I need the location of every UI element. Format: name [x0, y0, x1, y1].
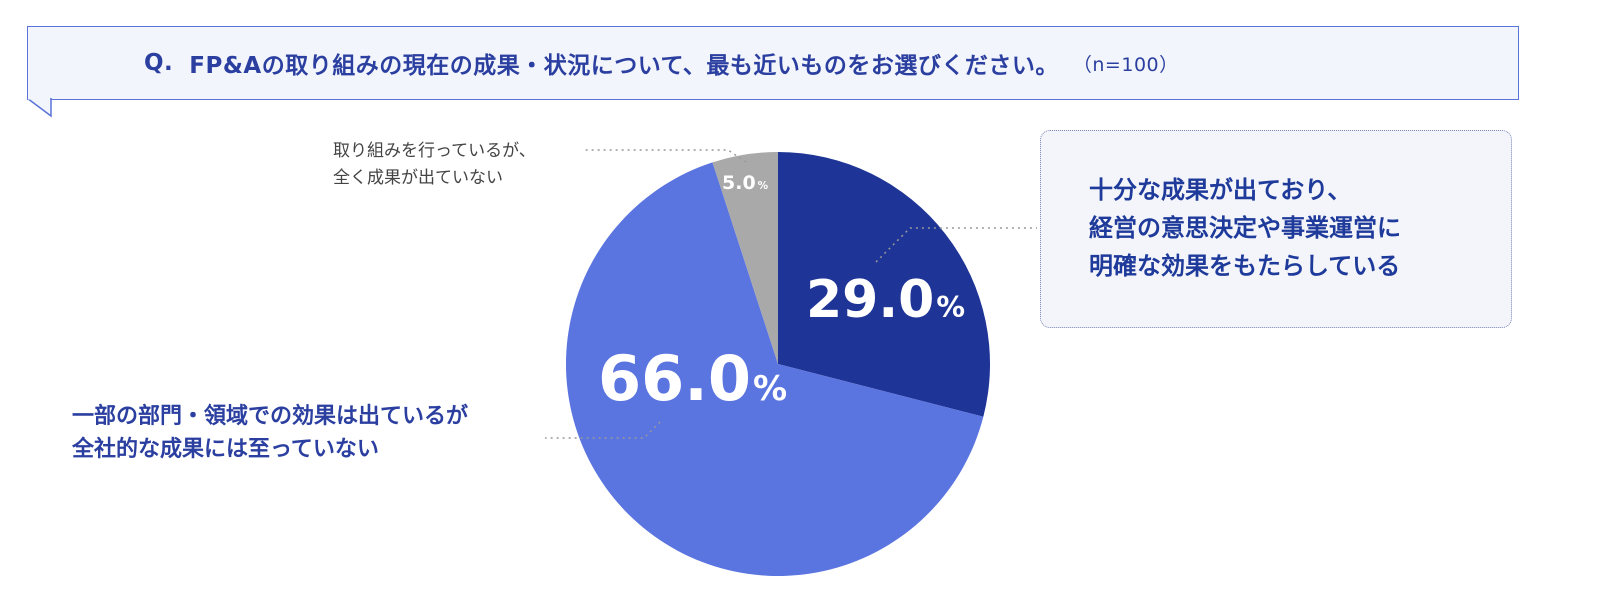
- label-no-results: 取り組みを行っているが、 全く成果が出ていない: [333, 138, 536, 192]
- label-partial-results: 一部の部門・領域での効果は出ているが 全社的な成果には至っていない: [72, 400, 468, 466]
- sample-size: （n=100）: [1072, 53, 1179, 76]
- leader-line-5: [585, 149, 747, 163]
- leader-line-66: [545, 421, 661, 439]
- question-box: Q. FP&Aの取り組みの現在の成果・状況について、最も近いものをお選びください…: [27, 26, 1519, 100]
- slice-label-66-unit: %: [752, 369, 788, 409]
- leader-lines: [545, 149, 1037, 439]
- speech-tail-icon: [27, 98, 52, 118]
- callout-text: 十分な成果が出ており、 経営の意思決定や事業運営に 明確な効果をもたらしている: [1089, 171, 1401, 285]
- pie-slices: [566, 152, 990, 576]
- leader-line-29: [875, 227, 1037, 263]
- question-number: Q.: [144, 50, 174, 76]
- slice-label-29-number: 29.0: [806, 270, 935, 330]
- slice-label-66-number: 66.0: [598, 342, 751, 415]
- label-partial-results-line2: 全社的な成果には至っていない: [72, 437, 379, 462]
- callout-line2: 経営の意思決定や事業運営に: [1089, 214, 1401, 242]
- slice-label-29-unit: %: [936, 290, 965, 324]
- slice-label-66: 66.0%: [598, 342, 787, 415]
- slice-label-5: 5.0%: [722, 172, 768, 194]
- callout-box-full-results: 十分な成果が出ており、 経営の意思決定や事業運営に 明確な効果をもたらしている: [1040, 130, 1512, 328]
- label-partial-results-line1: 一部の部門・領域での効果は出ているが: [72, 404, 469, 429]
- slice-label-5-number: 5.0: [722, 172, 756, 194]
- slice-29: [778, 152, 990, 417]
- callout-line3: 明確な効果をもたらしている: [1089, 252, 1401, 280]
- slice-label-29: 29.0%: [806, 270, 965, 330]
- callout-line1: 十分な成果が出ており、: [1089, 176, 1352, 204]
- slice-66: [566, 162, 984, 576]
- question-text: FP&Aの取り組みの現在の成果・状況について、最も近いものをお選びください。: [189, 53, 1059, 79]
- label-no-results-line1: 取り組みを行っているが、: [333, 141, 536, 161]
- slice-label-5-unit: %: [757, 180, 769, 192]
- slice-5: [712, 152, 778, 364]
- question-text-row: Q. FP&Aの取り組みの現在の成果・状況について、最も近いものをお選びください…: [144, 27, 1179, 99]
- label-no-results-line2: 全く成果が出ていない: [333, 168, 503, 188]
